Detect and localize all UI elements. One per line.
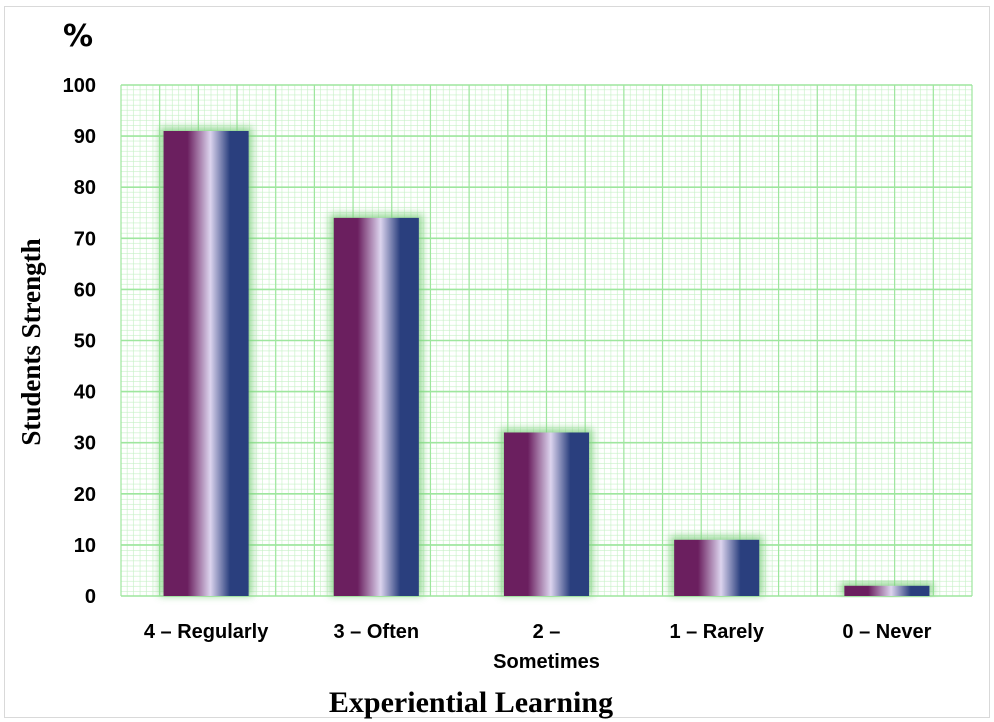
y-tick-label-10: 10 xyxy=(74,535,96,557)
y-tick-labels: 0 10 20 30 40 50 60 70 80 90 100 xyxy=(63,75,96,608)
bar-1 xyxy=(329,213,423,597)
bar-4 xyxy=(840,581,934,596)
y-tick-label-30: 30 xyxy=(74,433,96,455)
bars xyxy=(159,126,934,597)
y-tick-label-40: 40 xyxy=(74,382,96,404)
unit-label: % xyxy=(63,19,93,54)
y-tick-label-100: 100 xyxy=(63,75,96,97)
y-tick-label-0: 0 xyxy=(85,586,96,608)
x-category-label-3: 1 – Rarely xyxy=(669,621,764,643)
y-tick-label-20: 20 xyxy=(74,484,96,506)
x-axis-title: Experiential Learning xyxy=(329,686,613,719)
bar-3 xyxy=(670,535,764,596)
y-tick-label-90: 90 xyxy=(74,126,96,148)
x-category-label-1: 3 – Often xyxy=(334,621,420,643)
y-tick-label-80: 80 xyxy=(74,177,96,199)
bar-body xyxy=(163,130,249,597)
bar-body xyxy=(844,585,930,596)
bar-0 xyxy=(159,126,253,597)
bar-body xyxy=(503,432,590,596)
y-tick-label-50: 50 xyxy=(74,331,96,353)
y-axis-title: Students Strength xyxy=(16,238,46,445)
bar-2 xyxy=(499,428,594,596)
chart-frame xyxy=(4,6,990,718)
x-category-label-4: 0 – Never xyxy=(842,621,931,643)
major-gridlines xyxy=(120,84,973,597)
y-tick-label-60: 60 xyxy=(74,279,96,301)
x-category-labels: 4 – Regularly 3 – Often 2 – Sometimes 1 – Ra… xyxy=(144,621,932,673)
x-category-label-0: 4 – Regularly xyxy=(144,621,269,643)
x-category-label-2: 2 – Sometimes xyxy=(493,621,600,673)
bar-body xyxy=(674,539,760,596)
y-tick-label-70: 70 xyxy=(74,228,96,250)
bar-body xyxy=(333,217,419,597)
